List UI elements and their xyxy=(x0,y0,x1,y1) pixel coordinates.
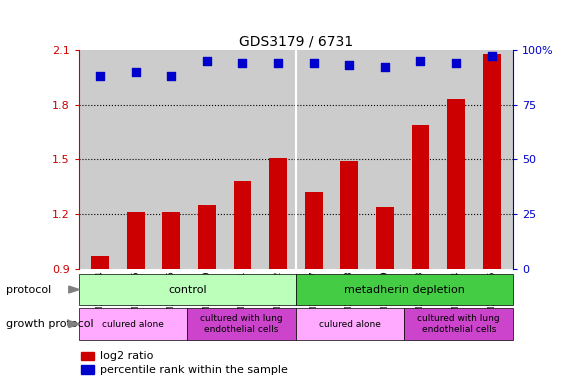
Bar xyxy=(81,366,94,374)
Bar xyxy=(79,274,296,305)
Text: control: control xyxy=(168,285,206,295)
Bar xyxy=(79,308,187,340)
Point xyxy=(273,60,283,66)
Bar xyxy=(412,125,429,269)
Text: cultured with lung
endothelial cells: cultured with lung endothelial cells xyxy=(417,314,500,334)
Bar xyxy=(127,212,145,269)
Text: metadherin depletion: metadherin depletion xyxy=(344,285,465,295)
Bar xyxy=(447,99,465,269)
Point xyxy=(238,60,247,66)
Point xyxy=(416,58,425,64)
Text: culured alone: culured alone xyxy=(319,319,381,329)
Point xyxy=(380,65,389,71)
Title: GDS3179 / 6731: GDS3179 / 6731 xyxy=(239,35,353,49)
Bar xyxy=(340,161,358,269)
Text: culured alone: culured alone xyxy=(102,319,164,329)
Text: growth protocol: growth protocol xyxy=(6,319,93,329)
Bar xyxy=(187,308,296,340)
Bar xyxy=(296,308,405,340)
Point xyxy=(309,60,318,66)
Bar xyxy=(376,207,394,269)
Bar xyxy=(81,352,94,360)
Bar xyxy=(198,205,216,269)
Bar xyxy=(296,274,513,305)
Text: percentile rank within the sample: percentile rank within the sample xyxy=(100,365,289,375)
Point xyxy=(167,73,176,79)
Bar xyxy=(234,181,251,269)
Point xyxy=(345,62,354,68)
Point xyxy=(96,73,105,79)
Bar xyxy=(269,157,287,269)
Text: protocol: protocol xyxy=(6,285,51,295)
Bar xyxy=(405,308,513,340)
Point xyxy=(487,53,496,60)
Text: cultured with lung
endothelial cells: cultured with lung endothelial cells xyxy=(201,314,283,334)
Bar xyxy=(483,54,501,269)
Point xyxy=(202,58,212,64)
Bar xyxy=(91,256,109,269)
Text: log2 ratio: log2 ratio xyxy=(100,351,154,361)
Bar xyxy=(305,192,322,269)
Bar xyxy=(163,212,180,269)
Point xyxy=(131,69,141,75)
Point xyxy=(451,60,461,66)
